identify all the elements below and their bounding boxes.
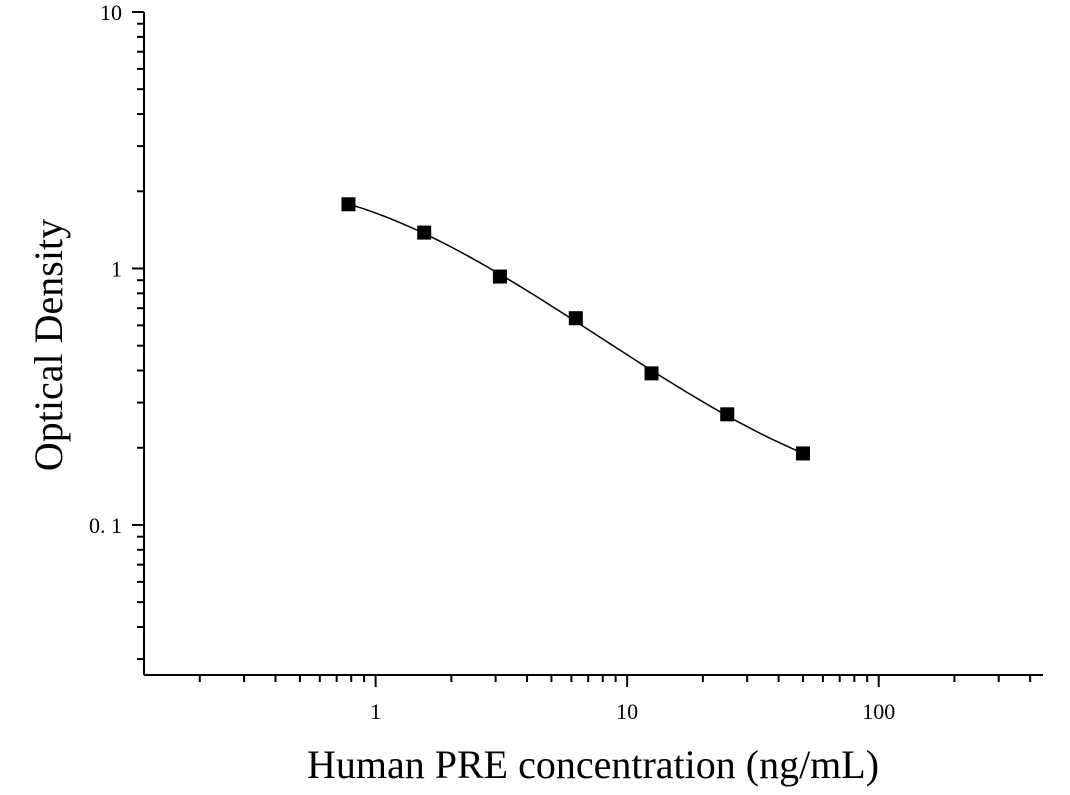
x-tick-label: 1 bbox=[370, 699, 381, 724]
y-tick-label: 1 bbox=[111, 256, 122, 281]
axes bbox=[143, 12, 1043, 676]
data-point bbox=[341, 197, 356, 212]
data-markers bbox=[341, 197, 810, 461]
y-tick-label: 10 bbox=[100, 0, 122, 25]
data-point bbox=[720, 407, 735, 422]
x-tick-label: 100 bbox=[862, 699, 895, 724]
data-point bbox=[568, 311, 583, 326]
tick-labels: 1 10 100 0. 1 1 10 bbox=[89, 0, 895, 724]
data-point bbox=[644, 366, 659, 381]
data-point bbox=[795, 446, 810, 461]
y-tick-label: 0. 1 bbox=[89, 513, 122, 538]
data-point bbox=[417, 225, 432, 240]
y-axis-title: Optical Density bbox=[26, 219, 71, 471]
x-axis-title: Human PRE concentration (ng/mL) bbox=[307, 742, 879, 787]
x-tick-label: 10 bbox=[616, 699, 638, 724]
fit-curve bbox=[348, 203, 804, 454]
data-point bbox=[492, 269, 507, 284]
ticks bbox=[132, 11, 1032, 687]
